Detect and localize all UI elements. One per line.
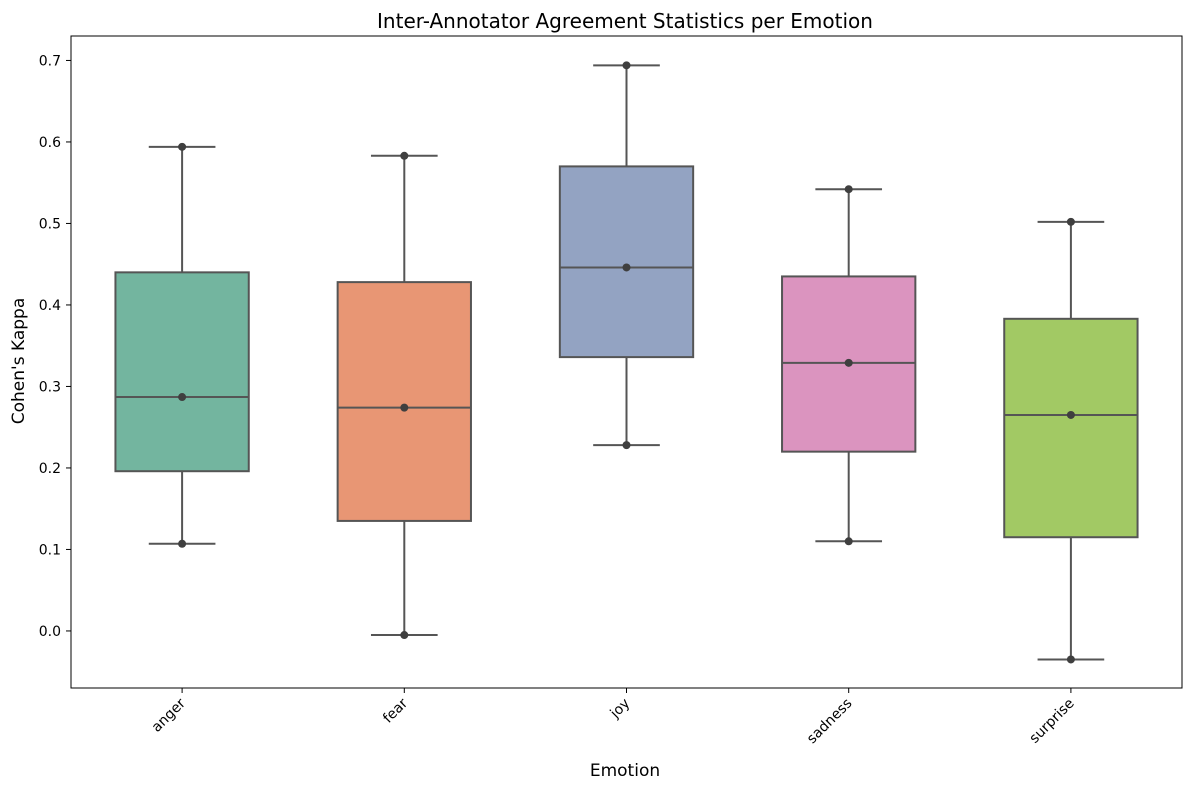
data-point-anger — [178, 142, 187, 151]
y-tick-label: 0.0 — [39, 624, 61, 640]
data-point-joy — [622, 441, 631, 450]
y-axis-label: Cohen's Kappa — [9, 298, 29, 424]
chart-title: Inter-Annotator Agreement Statistics per… — [377, 9, 873, 33]
y-tick-label: 0.1 — [39, 542, 61, 558]
plot-area: 0.0 0.1 0.2 0.3 0.4 0.5 0.6 0.7 anger fear joy sadn… — [39, 35, 1183, 748]
data-point-joy — [622, 61, 631, 70]
y-tick-label: 0.2 — [39, 461, 61, 477]
data-point-sadness — [844, 358, 853, 367]
x-tick-label-fear: fear — [380, 695, 411, 726]
data-point-fear — [400, 151, 409, 160]
data-point-surprise — [1066, 410, 1075, 419]
box-anger — [114, 271, 250, 473]
data-point-anger — [178, 539, 187, 548]
box-fear — [336, 281, 472, 522]
x-axis-label: Emotion — [590, 761, 660, 781]
x-tick-label-anger: anger — [149, 695, 189, 735]
y-tick-label: 0.6 — [39, 135, 61, 151]
y-tick-label: 0.3 — [39, 379, 61, 395]
x-tick-label-joy: joy — [607, 696, 634, 723]
data-point-surprise — [1066, 217, 1075, 226]
data-point-fear — [400, 631, 409, 640]
data-point-anger — [178, 393, 187, 402]
y-tick-label: 0.4 — [39, 298, 61, 314]
y-tick-label: 0.7 — [39, 53, 61, 69]
data-point-surprise — [1066, 655, 1075, 664]
box-joy — [558, 165, 695, 359]
data-point-joy — [622, 263, 631, 272]
x-tick-label-sadness: sadness — [804, 696, 856, 748]
data-point-fear — [400, 403, 409, 412]
data-point-sadness — [844, 185, 853, 194]
data-point-sadness — [844, 537, 853, 546]
box-surprise — [1003, 317, 1139, 539]
x-tick-label-surprise: surprise — [1027, 696, 1078, 747]
y-tick-label: 0.5 — [39, 216, 61, 232]
